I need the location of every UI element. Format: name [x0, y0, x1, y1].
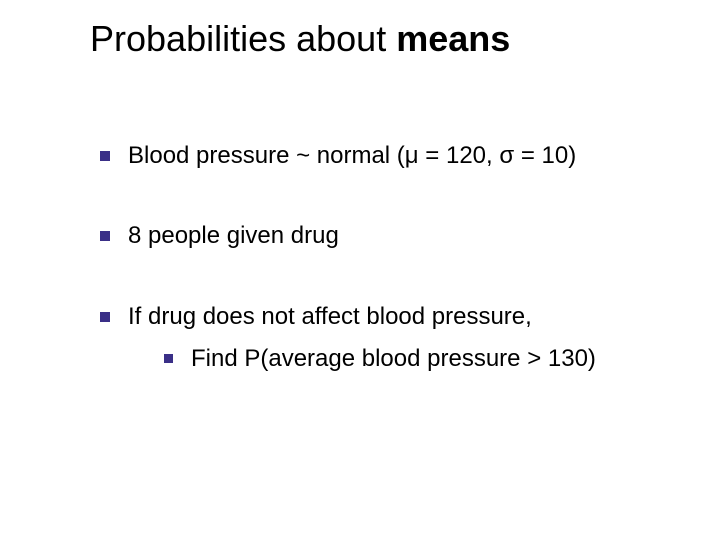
list-item: If drug does not affect blood pressure, …: [100, 301, 660, 376]
list-item-text: If drug does not affect blood pressure, …: [128, 301, 660, 376]
title-prefix: Probabilities about: [90, 18, 396, 59]
slide: Probabilities about means Blood pressure…: [0, 0, 720, 540]
list-item: Blood pressure ~ normal (μ = 120, σ = 10…: [100, 140, 660, 172]
title-emphasis: means: [396, 18, 510, 59]
list-item-text: 8 people given drug: [128, 220, 660, 252]
slide-body: Blood pressure ~ normal (μ = 120, σ = 10…: [100, 140, 660, 376]
square-bullet-icon: [100, 231, 110, 241]
list-item: Find P(average blood pressure > 130): [164, 343, 660, 375]
list-item-line: If drug does not affect blood pressure,: [128, 303, 532, 330]
sub-list: Find P(average blood pressure > 130): [164, 343, 660, 375]
list-item-text: Blood pressure ~ normal (μ = 120, σ = 10…: [128, 140, 660, 172]
square-bullet-icon: [100, 151, 110, 161]
list-item-text: Find P(average blood pressure > 130): [191, 343, 660, 375]
list-item: 8 people given drug: [100, 220, 660, 252]
square-bullet-icon: [100, 312, 110, 322]
square-bullet-icon: [164, 354, 173, 363]
slide-title: Probabilities about means: [90, 18, 510, 60]
